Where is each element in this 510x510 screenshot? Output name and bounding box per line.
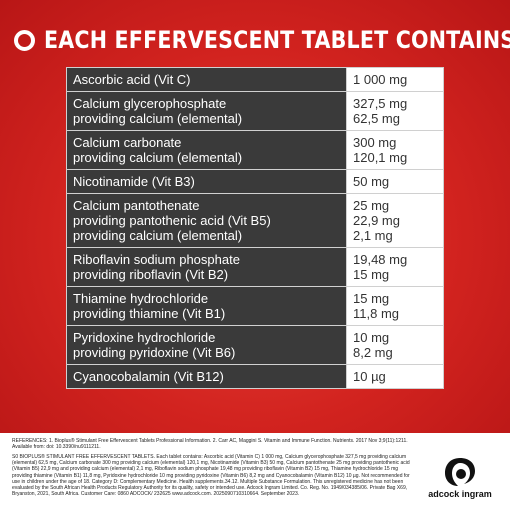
heading: EACH EFFERVESCENT TABLET CONTAINS — [14, 20, 510, 60]
ingredient-name-cell: Nicotinamide (Vit B3) — [66, 169, 347, 194]
ingredient-amount: 15 mg — [353, 267, 390, 282]
ingredient-amount: 120,1 mg — [353, 150, 408, 165]
table-row: Calcium pantothenate providing pantotheni… — [66, 193, 444, 248]
red-panel: EACH EFFERVESCENT TABLET CONTAINS Ascorb… — [0, 0, 510, 433]
ingredient-amount: 22,9 mg — [353, 213, 400, 228]
references-text: REFERENCES: 1. Bioplus® Stimulant Free E… — [12, 438, 408, 451]
ingredient-name: providing calcium (elemental) — [73, 111, 243, 126]
ingredient-amount: 2,1 mg — [353, 228, 393, 243]
amount-cell: 19,48 mg 15 mg — [346, 247, 444, 287]
ingredient-amount: 50 mg — [353, 174, 390, 189]
ingredient-name: providing riboflavin (Vit B2) — [73, 267, 229, 282]
ingredient-amount: 327,5 mg — [353, 96, 408, 111]
amount-cell: 1 000 mg — [346, 67, 444, 92]
ingredient-name: Thiamine hydrochloride — [73, 291, 209, 306]
amount-cell: 10 µg — [346, 364, 444, 389]
ingredient-name: Pyridoxine hydrochloride — [73, 330, 216, 345]
adcock-ingram-logo-icon — [445, 458, 475, 486]
ingredient-name: providing pantothenic acid (Vit B5) — [73, 213, 271, 228]
ingredient-name: Nicotinamide (Vit B3) — [73, 174, 195, 189]
ingredient-amount: 300 mg — [353, 135, 397, 150]
ingredient-amount: 62,5 mg — [353, 111, 400, 126]
ingredient-name: Ascorbic acid (Vit C) — [73, 72, 191, 87]
page-title: EACH EFFERVESCENT TABLET CONTAINS — [44, 26, 510, 54]
ingredient-amount: 10 mg — [353, 330, 390, 345]
table-row: Pyridoxine hydrochloride providing pyrido… — [66, 325, 444, 365]
ingredient-amount: 25 mg — [353, 198, 390, 213]
ingredient-name: Calcium carbonate — [73, 135, 182, 150]
table-row: Nicotinamide (Vit B3) 50 mg — [66, 169, 444, 194]
circle-bullet-icon — [14, 29, 35, 51]
ingredient-amount: 10 µg — [353, 369, 386, 384]
ingredient-name-cell: Cyanocobalamin (Vit B12) — [66, 364, 347, 389]
ingredient-name: providing calcium (elemental) — [73, 228, 243, 243]
amount-cell: 300 mg 120,1 mg — [346, 130, 444, 170]
legal-text: S0 BIOPLUS® STIMULANT FREE EFFERVESCENT … — [12, 454, 410, 498]
ingredient-name-cell: Ascorbic acid (Vit C) — [66, 67, 347, 92]
ingredient-amount: 15 mg — [353, 291, 390, 306]
table-row: Calcium glycerophosphate providing calciu… — [66, 91, 444, 131]
brand-name: adcock ingram — [428, 489, 492, 499]
table-row: Calcium carbonate providing calcium (elem… — [66, 130, 444, 170]
ingredient-name: Calcium glycerophosphate — [73, 96, 227, 111]
table-row: Riboflavin sodium phosphate providing rib… — [66, 247, 444, 287]
ingredient-name: providing calcium (elemental) — [73, 150, 243, 165]
amount-cell: 25 mg 22,9 mg 2,1 mg — [346, 193, 444, 248]
ingredients-table: Ascorbic acid (Vit C) 1 000 mg Calcium gly… — [66, 67, 444, 389]
amount-cell: 50 mg — [346, 169, 444, 194]
amount-cell: 15 mg 11,8 mg — [346, 286, 444, 326]
brand-logo: adcock ingram — [420, 455, 500, 505]
ingredient-name: providing thiamine (Vit B1) — [73, 306, 226, 321]
table-row: Thiamine hydrochloride providing thiamine… — [66, 286, 444, 326]
ingredient-name: Calcium pantothenate — [73, 198, 200, 213]
amount-cell: 10 mg 8,2 mg — [346, 325, 444, 365]
ingredient-amount: 19,48 mg — [353, 252, 408, 267]
ingredient-name-cell: Calcium carbonate providing calcium (elem… — [66, 130, 347, 170]
ingredient-amount: 8,2 mg — [353, 345, 393, 360]
ingredient-name-cell: Pyridoxine hydrochloride providing pyrido… — [66, 325, 347, 365]
table-row: Cyanocobalamin (Vit B12) 10 µg — [66, 364, 444, 389]
footer: REFERENCES: 1. Bioplus® Stimulant Free E… — [0, 433, 510, 510]
ingredient-name: providing pyridoxine (Vit B6) — [73, 345, 236, 360]
ingredient-name-cell: Calcium glycerophosphate providing calciu… — [66, 91, 347, 131]
ingredient-name: Cyanocobalamin (Vit B12) — [73, 369, 224, 384]
ingredient-name-cell: Riboflavin sodium phosphate providing rib… — [66, 247, 347, 287]
ingredient-amount: 1 000 mg — [353, 72, 408, 87]
ingredient-amount: 11,8 mg — [353, 306, 400, 321]
ingredient-name-cell: Calcium pantothenate providing pantotheni… — [66, 193, 347, 248]
amount-cell: 327,5 mg 62,5 mg — [346, 91, 444, 131]
ingredient-name-cell: Thiamine hydrochloride providing thiamine… — [66, 286, 347, 326]
table-row: Ascorbic acid (Vit C) 1 000 mg — [66, 67, 444, 92]
ingredient-name: Riboflavin sodium phosphate — [73, 252, 240, 267]
